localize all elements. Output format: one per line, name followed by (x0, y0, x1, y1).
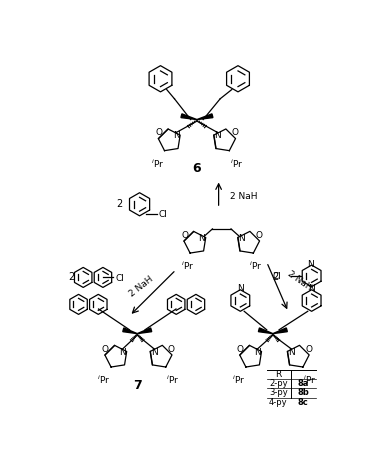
Polygon shape (197, 114, 213, 120)
Text: $^{i}$Pr: $^{i}$Pr (151, 157, 164, 170)
Text: 2 NaH: 2 NaH (230, 192, 258, 201)
Text: $^{i}$Pr: $^{i}$Pr (181, 260, 194, 272)
Text: N: N (238, 234, 245, 243)
Text: 6: 6 (192, 161, 201, 175)
Text: $^{i}$Pr: $^{i}$Pr (303, 374, 317, 386)
Text: O: O (305, 345, 312, 354)
Text: 2: 2 (116, 199, 122, 209)
Text: O: O (168, 345, 175, 354)
Text: N: N (172, 131, 179, 140)
Text: O: O (255, 230, 263, 239)
Text: N: N (308, 260, 314, 269)
Text: Cl: Cl (273, 272, 281, 281)
Text: 8a: 8a (298, 379, 309, 388)
Text: 2: 2 (68, 272, 75, 282)
Text: N: N (151, 348, 158, 357)
Text: O: O (231, 128, 238, 137)
Text: $^{i}$Pr: $^{i}$Pr (97, 374, 110, 386)
Text: N: N (214, 131, 221, 140)
Text: 2-py: 2-py (269, 379, 288, 388)
Text: N: N (308, 285, 315, 294)
Text: O: O (181, 230, 188, 239)
Text: O: O (237, 345, 244, 354)
Text: 8c: 8c (298, 398, 308, 407)
Polygon shape (137, 328, 152, 334)
Polygon shape (273, 328, 287, 334)
Text: N: N (254, 348, 261, 357)
Polygon shape (258, 328, 273, 334)
Text: N: N (119, 348, 126, 357)
Text: N: N (237, 285, 244, 294)
Text: $^{i}$Pr: $^{i}$Pr (249, 260, 263, 272)
Text: $^{i}$Pr: $^{i}$Pr (230, 157, 243, 170)
Text: Cl: Cl (159, 210, 168, 219)
Text: N: N (288, 348, 295, 357)
Text: Cl: Cl (116, 274, 124, 283)
Text: 2: 2 (272, 272, 278, 282)
Text: O: O (156, 128, 162, 137)
Text: $^{i}$Pr: $^{i}$Pr (232, 374, 245, 386)
Text: 2 NaH: 2 NaH (286, 269, 314, 292)
Text: O: O (102, 345, 109, 354)
Text: 3-py: 3-py (269, 388, 288, 397)
Text: 8b: 8b (297, 388, 309, 397)
Text: R: R (275, 370, 281, 379)
Text: 7: 7 (133, 379, 142, 392)
Text: 4-py: 4-py (269, 398, 288, 407)
Polygon shape (181, 114, 197, 120)
Text: 2 NaH: 2 NaH (127, 275, 155, 299)
Text: $^{i}$Pr: $^{i}$Pr (166, 374, 179, 386)
Polygon shape (123, 328, 137, 334)
Text: N: N (198, 234, 205, 243)
